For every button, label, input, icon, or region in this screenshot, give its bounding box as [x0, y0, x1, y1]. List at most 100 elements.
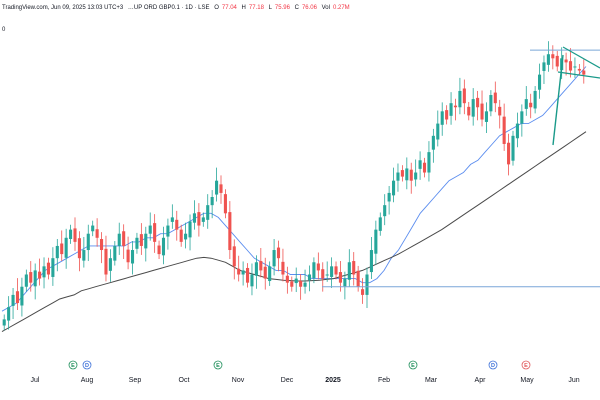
candle-body — [166, 225, 170, 237]
candle-body — [365, 274, 369, 295]
candle-body — [299, 281, 303, 287]
symbol-info-line: TradingView.com, Jun 09, 2025 13:03 UTC+… — [2, 5, 353, 11]
candle-body — [577, 68, 581, 71]
x-tick-label: Jun — [568, 377, 579, 384]
candle-body — [537, 74, 542, 90]
candle-body — [108, 258, 112, 271]
candle-body — [228, 212, 232, 251]
candle-body — [564, 59, 568, 63]
earnings-marker — [213, 360, 223, 370]
candle-body — [489, 95, 493, 112]
candle-body — [148, 225, 152, 234]
dividend-marker — [488, 360, 498, 370]
x-tick-label: Nov — [232, 377, 245, 384]
candle-body — [69, 229, 73, 240]
candle-body — [179, 229, 183, 242]
x-tick-label: Feb — [378, 377, 390, 384]
candle-body — [515, 123, 519, 139]
candle-body — [130, 250, 135, 264]
low-label: L — [268, 5, 272, 11]
earnings-marker-label: E — [411, 363, 415, 369]
candle-body — [281, 261, 285, 275]
high-label: H — [241, 5, 246, 11]
candle-body — [259, 261, 263, 271]
candle-body — [250, 274, 254, 287]
candle-body — [493, 92, 497, 104]
candle-body — [170, 217, 174, 222]
candle-body — [294, 278, 298, 284]
candle-body — [462, 88, 466, 104]
candle-body — [38, 271, 42, 279]
open-value: 77.04 — [221, 5, 237, 11]
candle-body — [51, 258, 55, 277]
candle-body — [520, 111, 524, 124]
candle-body — [458, 90, 462, 108]
candle-body — [113, 245, 117, 261]
candle-body — [409, 169, 413, 181]
x-tick-label: May — [520, 377, 534, 384]
candle-body — [77, 238, 81, 259]
indicator-lines — [1, 66, 587, 333]
candle-body — [153, 223, 157, 242]
candle-body — [219, 184, 223, 193]
candle-body — [86, 233, 90, 251]
candle-body — [352, 261, 356, 275]
candle-body — [321, 269, 325, 279]
symbol-title[interactable]: …UP ORD GBP0.1 · 1D · LSE — [127, 5, 210, 11]
candle-body — [285, 275, 289, 283]
candle-body — [29, 272, 33, 283]
candle-body — [422, 162, 427, 173]
candle-body — [20, 286, 24, 306]
candle-body — [449, 103, 453, 116]
candle-body — [440, 111, 444, 125]
candle-body — [573, 66, 577, 68]
candle-body — [387, 192, 391, 202]
candle-body — [484, 111, 489, 122]
candle-body — [60, 243, 64, 255]
candle-body — [73, 228, 77, 242]
x-tick-label: Jul — [31, 377, 40, 384]
candle-body — [33, 270, 37, 287]
earnings-marker-label: E — [216, 363, 220, 369]
candle-body — [157, 245, 161, 255]
dividend-marker-label: D — [491, 363, 495, 369]
x-tick-label: Sep — [129, 377, 142, 384]
candle-body — [498, 106, 502, 116]
candle-body — [11, 294, 15, 306]
candle-body — [175, 219, 179, 230]
candle-body — [303, 282, 307, 287]
candle-body — [436, 123, 440, 140]
candle-body — [144, 233, 148, 249]
dividend-marker-label: D — [85, 363, 89, 369]
candle-body — [431, 135, 435, 150]
candle-body — [418, 160, 422, 169]
candle-body — [369, 250, 373, 273]
candle-body — [378, 217, 382, 231]
candle-body — [347, 262, 351, 280]
candle-body — [480, 103, 484, 120]
split-marker — [521, 360, 531, 370]
candle-body — [215, 180, 219, 195]
time-axis: Jul Aug Sep Oct Nov Dec 2025 Feb Mar Apr May Jun — [31, 377, 580, 384]
candle-body — [161, 237, 166, 256]
candle-body — [476, 97, 480, 108]
candle-body — [414, 172, 418, 180]
candle-body — [55, 245, 59, 259]
candle-body — [245, 267, 250, 283]
candle-body — [334, 266, 338, 275]
ma-fast-line — [1, 66, 587, 312]
candle-body — [268, 266, 272, 282]
candle-body — [400, 170, 404, 177]
split-marker-label: E — [524, 363, 528, 369]
candle-body — [511, 135, 515, 161]
volume-value: 0.27M — [332, 5, 350, 11]
candle-body — [7, 307, 11, 321]
candle-body — [330, 266, 334, 277]
candle-body — [374, 229, 378, 254]
candle-body — [46, 262, 51, 275]
candle-body — [2, 319, 6, 326]
candle-body — [276, 247, 281, 259]
trendline-upper — [562, 46, 600, 69]
